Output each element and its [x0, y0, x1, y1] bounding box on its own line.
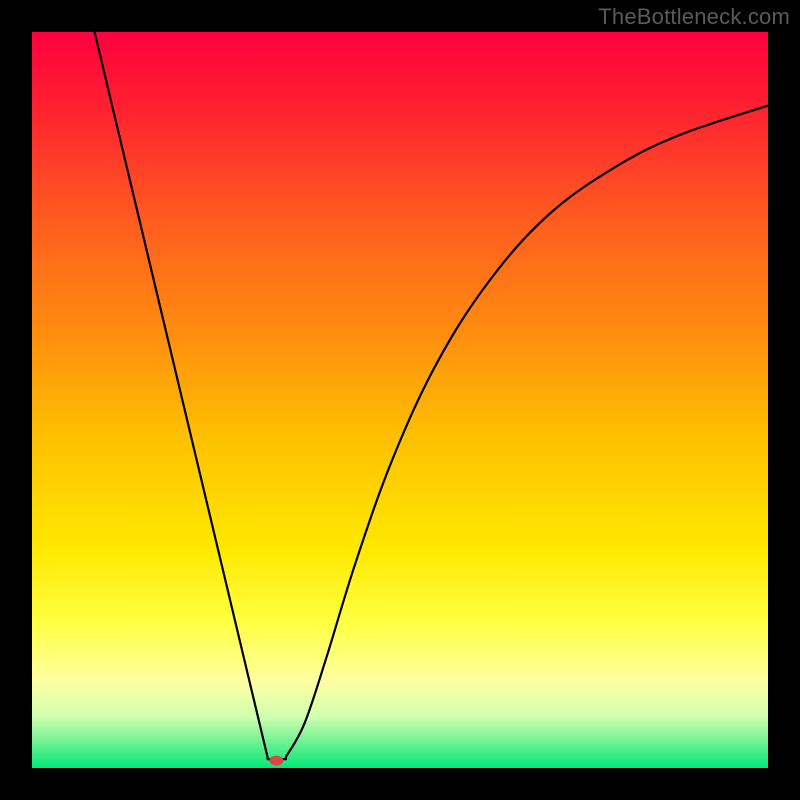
bottleneck-chart: [0, 0, 800, 800]
plot-background: [32, 32, 768, 768]
chart-container: TheBottleneck.com: [0, 0, 800, 800]
minimum-marker: [269, 756, 283, 766]
watermark-text: TheBottleneck.com: [598, 4, 790, 30]
